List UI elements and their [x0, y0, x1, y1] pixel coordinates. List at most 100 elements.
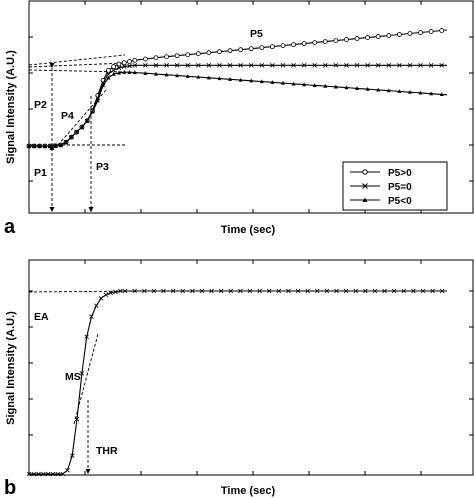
series-1-point: [363, 288, 368, 294]
series-3-point: [238, 77, 243, 82]
series-1-point: [218, 288, 224, 294]
annotation-ea: EA: [34, 311, 49, 323]
series-1-point: [174, 53, 180, 59]
series-1-point: [365, 35, 371, 40]
series-1-point: [276, 288, 282, 294]
series-1-point: [151, 288, 157, 294]
series-1-point: [199, 288, 205, 294]
series-1-point: [122, 288, 128, 294]
series-3-point: [333, 84, 338, 89]
legend-label-1: P5>0: [388, 168, 412, 179]
series-1-point: [344, 37, 349, 42]
series-3-point: [58, 142, 63, 147]
annotation-p1: P1: [34, 167, 47, 179]
series-3-point: [164, 72, 169, 77]
series-line-1: [29, 29, 448, 147]
series-3-point: [48, 143, 53, 148]
series-1-point: [84, 334, 89, 340]
series-1-point: [190, 288, 195, 294]
series-2-point: [185, 63, 191, 68]
annotation-ms: MS: [65, 371, 81, 383]
series-1-point: [195, 51, 201, 57]
series-3-point: [291, 81, 296, 86]
series-1-point: [391, 288, 397, 294]
series-1-point: [291, 42, 296, 48]
plot-a-frame: [28, 0, 474, 214]
series-2-point: [248, 63, 254, 68]
series-3-point: [116, 70, 121, 75]
series-3-point: [122, 70, 127, 74]
series-1-point: [69, 453, 75, 458]
series-2-point: [344, 63, 349, 68]
guide-arrowhead: [49, 207, 55, 212]
series-1-point: [93, 303, 99, 308]
series-1-point: [127, 59, 132, 64]
series-2-point: [116, 65, 122, 71]
legend-marker-circle: [362, 169, 368, 175]
series-1-point: [322, 39, 328, 44]
series-1-point: [36, 471, 41, 477]
legend-marker-triangle: [362, 197, 368, 202]
series-3-point: [228, 77, 233, 81]
series-1-point: [420, 288, 426, 294]
series-3-point: [312, 83, 317, 87]
series-2-point: [418, 63, 423, 68]
series-3-point: [95, 98, 100, 103]
series-1-point: [295, 288, 301, 294]
series-1-point: [164, 54, 169, 60]
series-3-point: [206, 75, 211, 80]
x-axis-label-b: Time (sec): [221, 485, 276, 497]
series-3-point: [259, 79, 264, 84]
series-1-point: [334, 288, 339, 294]
series-1-point: [227, 48, 233, 54]
series-1-point: [121, 60, 127, 66]
series-2-point: [217, 63, 222, 68]
plot-b-series: [26, 288, 447, 477]
annotation-p2: P2: [34, 99, 47, 111]
series-1-point: [396, 32, 402, 37]
series-3-point: [280, 80, 285, 85]
series-2-point: [227, 63, 233, 68]
series-1-point: [247, 288, 253, 294]
series-2-point: [196, 63, 201, 68]
series-3-point: [42, 143, 47, 148]
series-2-point: [121, 64, 127, 69]
series-1-point: [108, 290, 113, 296]
series-3-point: [418, 90, 423, 95]
series-2-point: [439, 63, 444, 68]
series-3-point: [397, 89, 402, 94]
plot-b-ticks: [29, 260, 473, 475]
series-3-point: [64, 140, 69, 144]
series-3-point: [90, 109, 95, 114]
panel-label-a: a: [4, 216, 16, 238]
series-1-point: [180, 288, 186, 294]
series-1-point: [353, 288, 358, 294]
series-3-point: [85, 118, 90, 123]
series-1-point: [132, 57, 138, 63]
series-1-point: [105, 67, 111, 73]
series-3-point: [69, 134, 74, 139]
series-3-point: [37, 143, 42, 148]
series-1-point: [55, 471, 61, 477]
series-3-point: [32, 143, 37, 148]
series-1-point: [238, 288, 243, 294]
p5-zero-extrapolation: [28, 62, 126, 68]
series-2-point: [174, 63, 180, 68]
series-3-point: [101, 83, 106, 88]
y-axis-label-b: Signal Intensity (A.U.): [5, 311, 17, 425]
series-1-point: [386, 33, 392, 38]
series-1-point: [343, 288, 349, 294]
series-3-point: [365, 86, 370, 91]
series-2-point: [312, 63, 318, 68]
annotation-p3: P3: [96, 161, 109, 173]
annotation-p4: P4: [61, 110, 74, 122]
series-1-point: [439, 28, 445, 33]
series-3-point: [175, 73, 180, 78]
series-1-point: [153, 55, 159, 61]
series-1-point: [206, 50, 212, 56]
series-2-point: [143, 63, 148, 68]
annotation-thr: THR: [96, 445, 118, 457]
series-2-point: [333, 63, 339, 68]
series-3-point: [407, 89, 412, 94]
series-1-point: [60, 471, 65, 477]
